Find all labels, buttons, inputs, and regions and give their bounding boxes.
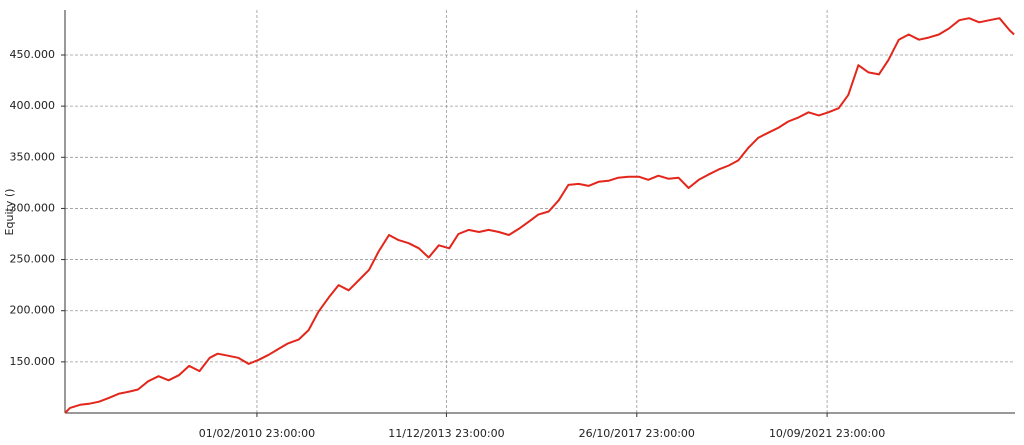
- y-tick-label: 300.000: [10, 201, 56, 214]
- x-tick-label: 10/09/2021 23:00:00: [769, 427, 885, 440]
- y-tick-label: 250.000: [10, 253, 56, 266]
- y-tick-label: 400.000: [10, 99, 56, 112]
- x-tick-label: 26/10/2017 23:00:00: [579, 427, 695, 440]
- y-tick-label: 350.000: [10, 150, 56, 163]
- x-tick-label: 01/02/2010 23:00:00: [199, 427, 315, 440]
- equity-line: [64, 17, 1015, 414]
- y-tick-label: 150.000: [10, 355, 56, 368]
- y-tick-label: 450.000: [10, 48, 56, 61]
- x-tick-label: 11/12/2013 23:00:00: [388, 427, 504, 440]
- y-tick-label: 200.000: [10, 304, 56, 317]
- y-axis-label: Equity (): [3, 189, 16, 236]
